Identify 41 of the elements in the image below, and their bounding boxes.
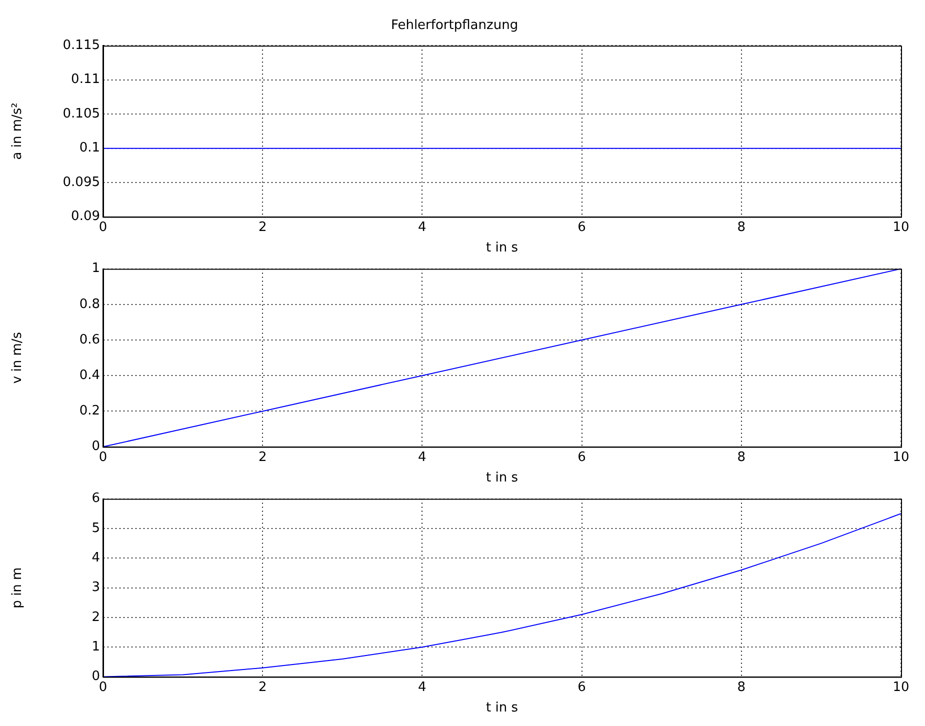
y-axis-title: p in m	[10, 567, 26, 608]
y-tick-label: 0.1	[79, 140, 100, 156]
x-tick-label: 10	[892, 450, 910, 465]
x-tick-label: 6	[578, 680, 586, 695]
x-tick-label: 6	[578, 220, 586, 235]
y-tick-label: 3	[92, 580, 100, 596]
chart-title: Fehlerfortpflanzung	[390, 18, 518, 34]
x-axis-title: t in s	[486, 240, 518, 256]
x-tick-label: 8	[737, 450, 746, 465]
y-tick-label: 4	[92, 550, 100, 566]
y-tick-label: 0.105	[62, 106, 100, 122]
y-tick-label: 5	[92, 520, 100, 536]
x-tick-label: 4	[418, 680, 426, 695]
x-tick-label: 2	[258, 680, 267, 695]
y-tick-label: 2	[92, 610, 100, 625]
y-tick-label: 0.11	[71, 72, 100, 88]
y-tick-label: 1	[92, 640, 100, 655]
y-axis-title: v in m/s	[10, 332, 26, 384]
y-tick-label: 0.6	[79, 332, 100, 348]
y-tick-label: 0.8	[79, 296, 100, 312]
x-axis-title: t in s	[486, 700, 518, 716]
y-tick-label: 0.09	[71, 209, 100, 224]
y-tick-label: 0.2	[79, 404, 100, 419]
x-tick-label: 10	[892, 680, 910, 695]
x-tick-label: 2	[258, 450, 267, 465]
x-tick-label: 4	[418, 220, 426, 235]
y-tick-label: 0	[92, 669, 100, 684]
x-axis-title: t in s	[486, 470, 518, 486]
y-tick-label: 0.4	[79, 368, 100, 383]
y-tick-label: 0.095	[62, 174, 100, 190]
x-tick-label: 8	[737, 680, 746, 695]
x-tick-label: 10	[892, 220, 910, 235]
y-axis-title: a in m/s²	[10, 102, 26, 160]
x-tick-label: 6	[578, 450, 586, 465]
y-tick-label: 1	[92, 261, 100, 276]
x-tick-label: 4	[418, 450, 426, 465]
y-tick-label: 0.115	[62, 38, 100, 53]
y-tick-label: 0	[92, 439, 100, 454]
x-tick-label: 2	[258, 220, 267, 235]
y-tick-label: 6	[92, 491, 100, 506]
x-tick-label: 8	[737, 220, 746, 235]
